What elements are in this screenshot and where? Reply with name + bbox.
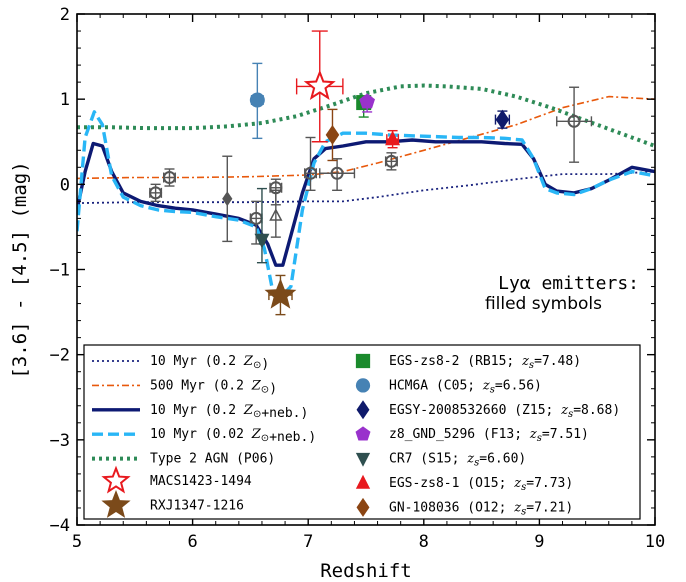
model-curves [77, 83, 655, 297]
point-marker-8 [325, 124, 340, 145]
open-circle-point-1 [162, 171, 176, 185]
open-circle-errorbar-7 [556, 86, 593, 163]
gray-marker-1 [269, 208, 283, 221]
gray-marker-0 [222, 191, 233, 207]
y-axis-label: [3.6] - [4.5] (mag) [9, 161, 31, 378]
open-circle-point-6 [384, 154, 398, 168]
legend-label-series-3: 10 Myr (0.02 Z⊙+neb.) [150, 427, 316, 445]
annotation-line1: Lyα emitters: [498, 273, 639, 294]
y-tick-label-6: 2 [60, 5, 70, 25]
open-circle-point-5 [330, 166, 344, 180]
x-tick-label-2: 7 [303, 532, 313, 552]
open-circle-point-0 [149, 186, 163, 200]
axis-ticks: 5 6 7 8 9 10 −4 −3 −2 −1 0 1 2 [50, 5, 666, 552]
x-tick-label-1: 6 [187, 532, 197, 552]
y-tick-label-3: −1 [50, 261, 70, 281]
point-marker-1 [264, 278, 297, 309]
legend-label-point-5: EGS-zs8-1 (O15; zs=7.73) [389, 476, 573, 493]
legend-marker-6 [356, 497, 370, 517]
x-tick-label-5: 10 [645, 532, 665, 552]
point-marker-6 [254, 233, 270, 249]
legend-label-point-6: GN-108036 (O12; zs=7.21) [389, 500, 573, 517]
series-line-3 [77, 110, 655, 297]
x-tick-label-4: 9 [534, 532, 544, 552]
point-marker-5 [359, 93, 375, 109]
legend-label-star-1: RXJ1347-1216 [150, 498, 244, 513]
legend-label-point-1: HCM6A (C05; zs=6.56) [389, 378, 542, 395]
y-tick-label-0: −4 [50, 516, 70, 536]
legend-label-series-0: 10 Myr (0.2 Z⊙) [150, 354, 269, 372]
legend-marker-0 [355, 353, 371, 369]
legend-marker-5 [355, 474, 371, 489]
legend-label-point-2: EGSY-2008532660 (Z15; zs=8.68) [389, 403, 620, 420]
point-marker-4 [495, 109, 510, 130]
y-tick-label-2: −2 [50, 346, 70, 366]
legend-marker-1 [355, 378, 371, 393]
open-circle-errorbar-5 [319, 158, 356, 191]
legend-label-series-2: 10 Myr (0.2 Z⊙+neb.) [150, 403, 308, 421]
legend-label-point-0: EGS-zs8-2 (RB15; zs=7.48) [389, 354, 581, 371]
legend: 10 Myr (0.2 Z⊙) 500 Myr (0.2 Z⊙) 10 Myr (0… [83, 344, 641, 520]
open-circle-point-4 [304, 166, 318, 180]
legend-marker-star-1 [101, 490, 131, 518]
y-tick-label-5: 1 [60, 90, 70, 110]
legend-label-series-1: 500 Myr (0.2 Z⊙) [150, 378, 277, 396]
point-marker-3 [249, 92, 265, 108]
legend-marker-3 [355, 426, 371, 441]
y-tick-label-4: 0 [60, 175, 70, 195]
legend-marker-2 [356, 400, 370, 420]
legend-label-point-3: z8_GND_5296 (F13; zs=7.51) [389, 427, 589, 444]
series-line-4 [77, 83, 655, 148]
gray-marker-errorbar-1 [270, 189, 281, 238]
legend-label-series-4: Type 2 AGN (P06) [150, 452, 275, 467]
legend-label-point-4: CR7 (S15; zs=6.60) [389, 452, 526, 469]
x-tick-label-3: 8 [419, 532, 429, 552]
x-tick-label-0: 5 [72, 532, 82, 552]
point-marker-7 [385, 130, 401, 146]
y-tick-label-1: −3 [50, 431, 70, 451]
x-axis-label: Redshift [320, 560, 412, 582]
legend-marker-star-0 [101, 465, 131, 494]
series-line-1 [77, 95, 655, 180]
data-markers [149, 30, 593, 316]
point-marker-0 [303, 69, 336, 100]
annotation-line2: filled symbols [485, 294, 602, 314]
open-circle-point-7 [567, 114, 581, 128]
series-line-0 [77, 170, 655, 204]
legend-marker-4 [355, 452, 371, 467]
legend-label-star-0: MACS1423-1494 [150, 474, 252, 489]
